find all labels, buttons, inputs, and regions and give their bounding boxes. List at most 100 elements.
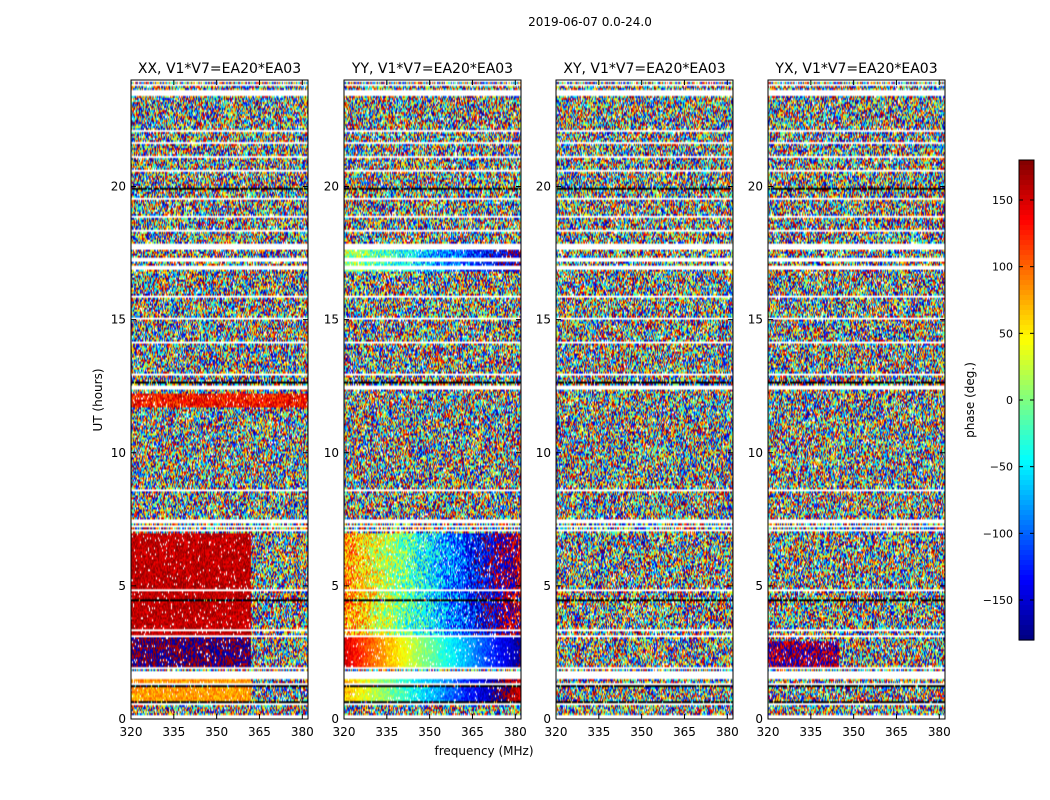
- colorbar-segment: [1019, 225, 1034, 231]
- y-tick-label: 15: [111, 313, 126, 327]
- y-tick-label: 5: [118, 579, 126, 593]
- y-tick-label: 0: [331, 712, 339, 726]
- colorbar-segment: [1019, 345, 1034, 351]
- y-tick-label: 10: [748, 446, 763, 460]
- colorbar-segment: [1019, 600, 1034, 606]
- colorbar-segment: [1019, 180, 1034, 186]
- colorbar-segment: [1019, 535, 1034, 541]
- colorbar-segment: [1019, 565, 1034, 571]
- y-tick-label: 10: [111, 446, 126, 460]
- colorbar-segment: [1019, 285, 1034, 291]
- colorbar-segment: [1019, 550, 1034, 556]
- colorbar-segment: [1019, 445, 1034, 451]
- heatmap-raster: [768, 80, 945, 719]
- x-tick-label: 380: [504, 725, 527, 739]
- y-tick-label: 10: [536, 446, 551, 460]
- panel-3: XY, V1*V7=EA20*EA03 320 335 350 365 380 0 5 10 15…: [536, 61, 739, 739]
- panel-title: YY, V1*V7=EA20*EA03: [351, 61, 513, 77]
- colorbar-segment: [1019, 430, 1034, 436]
- colorbar-segment: [1019, 425, 1034, 431]
- x-tick-label: 320: [120, 725, 143, 739]
- colorbar-segment: [1019, 555, 1034, 561]
- colorbar-segment: [1019, 585, 1034, 591]
- colorbar-tick-label: −150: [983, 594, 1013, 607]
- colorbar-segment: [1019, 355, 1034, 361]
- panels: XX, V1*V7=EA20*EA03 320 335 350 365 380 0 5 10 15…: [111, 61, 951, 739]
- colorbar-segment: [1019, 525, 1034, 531]
- panel-title: XY, V1*V7=EA20*EA03: [563, 61, 725, 77]
- x-tick-label: 350: [842, 725, 865, 739]
- colorbar-segment: [1019, 485, 1034, 491]
- y-tick-label: 0: [543, 712, 551, 726]
- x-tick-label: 380: [928, 725, 951, 739]
- colorbar-segment: [1019, 380, 1034, 386]
- colorbar-segment: [1019, 630, 1034, 636]
- heatmap-raster: [344, 80, 521, 719]
- y-tick-label: 15: [324, 313, 339, 327]
- panel-2: YY, V1*V7=EA20*EA03 320 335 350 365 380 0 5 10 15…: [324, 61, 527, 739]
- colorbar-segment: [1019, 165, 1034, 171]
- colorbar-segment: [1019, 405, 1034, 411]
- y-tick-label: 0: [118, 712, 126, 726]
- colorbar-segment: [1019, 370, 1034, 376]
- colorbar-tick-label: 50: [999, 327, 1013, 340]
- x-tick-label: 350: [630, 725, 653, 739]
- panel-title: XX, V1*V7=EA20*EA03: [138, 61, 301, 77]
- colorbar-segment: [1019, 315, 1034, 321]
- colorbar-segment: [1019, 270, 1034, 276]
- colorbar-tick-label: 100: [992, 261, 1013, 274]
- colorbar-segment: [1019, 185, 1034, 191]
- figure-title: 2019-06-07 0.0-24.0: [528, 15, 652, 29]
- colorbar-segment: [1019, 615, 1034, 621]
- y-tick-label: 15: [748, 313, 763, 327]
- colorbar-segment: [1019, 475, 1034, 481]
- panel-frame: [343, 79, 522, 720]
- y-tick-label: 20: [324, 180, 339, 194]
- colorbar-segment: [1019, 190, 1034, 196]
- colorbar-segment: [1019, 625, 1034, 631]
- colorbar-segment: [1019, 235, 1034, 241]
- colorbar-segment: [1019, 200, 1034, 206]
- colorbar-segment: [1019, 610, 1034, 616]
- colorbar-segment: [1019, 350, 1034, 356]
- x-tick-label: 335: [162, 725, 185, 739]
- panel-4: YX, V1*V7=EA20*EA03 320 335 350 365 380 0 5 10 15…: [748, 61, 951, 739]
- colorbar-segment: [1019, 195, 1034, 201]
- colorbar-segment: [1019, 160, 1034, 166]
- x-tick-label: 380: [716, 725, 739, 739]
- colorbar-segment: [1019, 335, 1034, 341]
- colorbar-segment: [1019, 435, 1034, 441]
- colorbar-segment: [1019, 230, 1034, 236]
- colorbar-segment: [1019, 450, 1034, 456]
- y-tick-label: 5: [543, 579, 551, 593]
- colorbar-segment: [1019, 455, 1034, 461]
- colorbar-segment: [1019, 325, 1034, 331]
- colorbar-segment: [1019, 595, 1034, 601]
- colorbar-segment: [1019, 265, 1034, 271]
- panel-frame: [130, 79, 309, 720]
- colorbar-segment: [1019, 420, 1034, 426]
- colorbar-tick-label: −100: [983, 527, 1013, 540]
- panel-1: XX, V1*V7=EA20*EA03 320 335 350 365 380 0 5 10 15…: [111, 61, 314, 739]
- y-tick-label: 0: [755, 712, 763, 726]
- colorbar-segment: [1019, 500, 1034, 506]
- colorbar-segment: [1019, 320, 1034, 326]
- colorbar-segment: [1019, 210, 1034, 216]
- x-tick-label: 335: [587, 725, 610, 739]
- x-tick-label: 350: [418, 725, 441, 739]
- colorbar-segment: [1019, 275, 1034, 281]
- colorbar-segment: [1019, 605, 1034, 611]
- heatmap-raster: [131, 80, 308, 719]
- colorbar-segment: [1019, 515, 1034, 521]
- colorbar-segment: [1019, 295, 1034, 301]
- colorbar: 150 100 50 0 −50 −100 −150: [983, 159, 1035, 641]
- colorbar-tick-label: 150: [992, 194, 1013, 207]
- colorbar-segment: [1019, 440, 1034, 446]
- x-tick-label: 380: [291, 725, 314, 739]
- x-tick-label: 365: [248, 725, 271, 739]
- y-tick-label: 20: [111, 180, 126, 194]
- colorbar-segment: [1019, 635, 1034, 641]
- panel-title: YX, V1*V7=EA20*EA03: [774, 61, 937, 77]
- colorbar-segment: [1019, 400, 1034, 406]
- colorbar-segment: [1019, 220, 1034, 226]
